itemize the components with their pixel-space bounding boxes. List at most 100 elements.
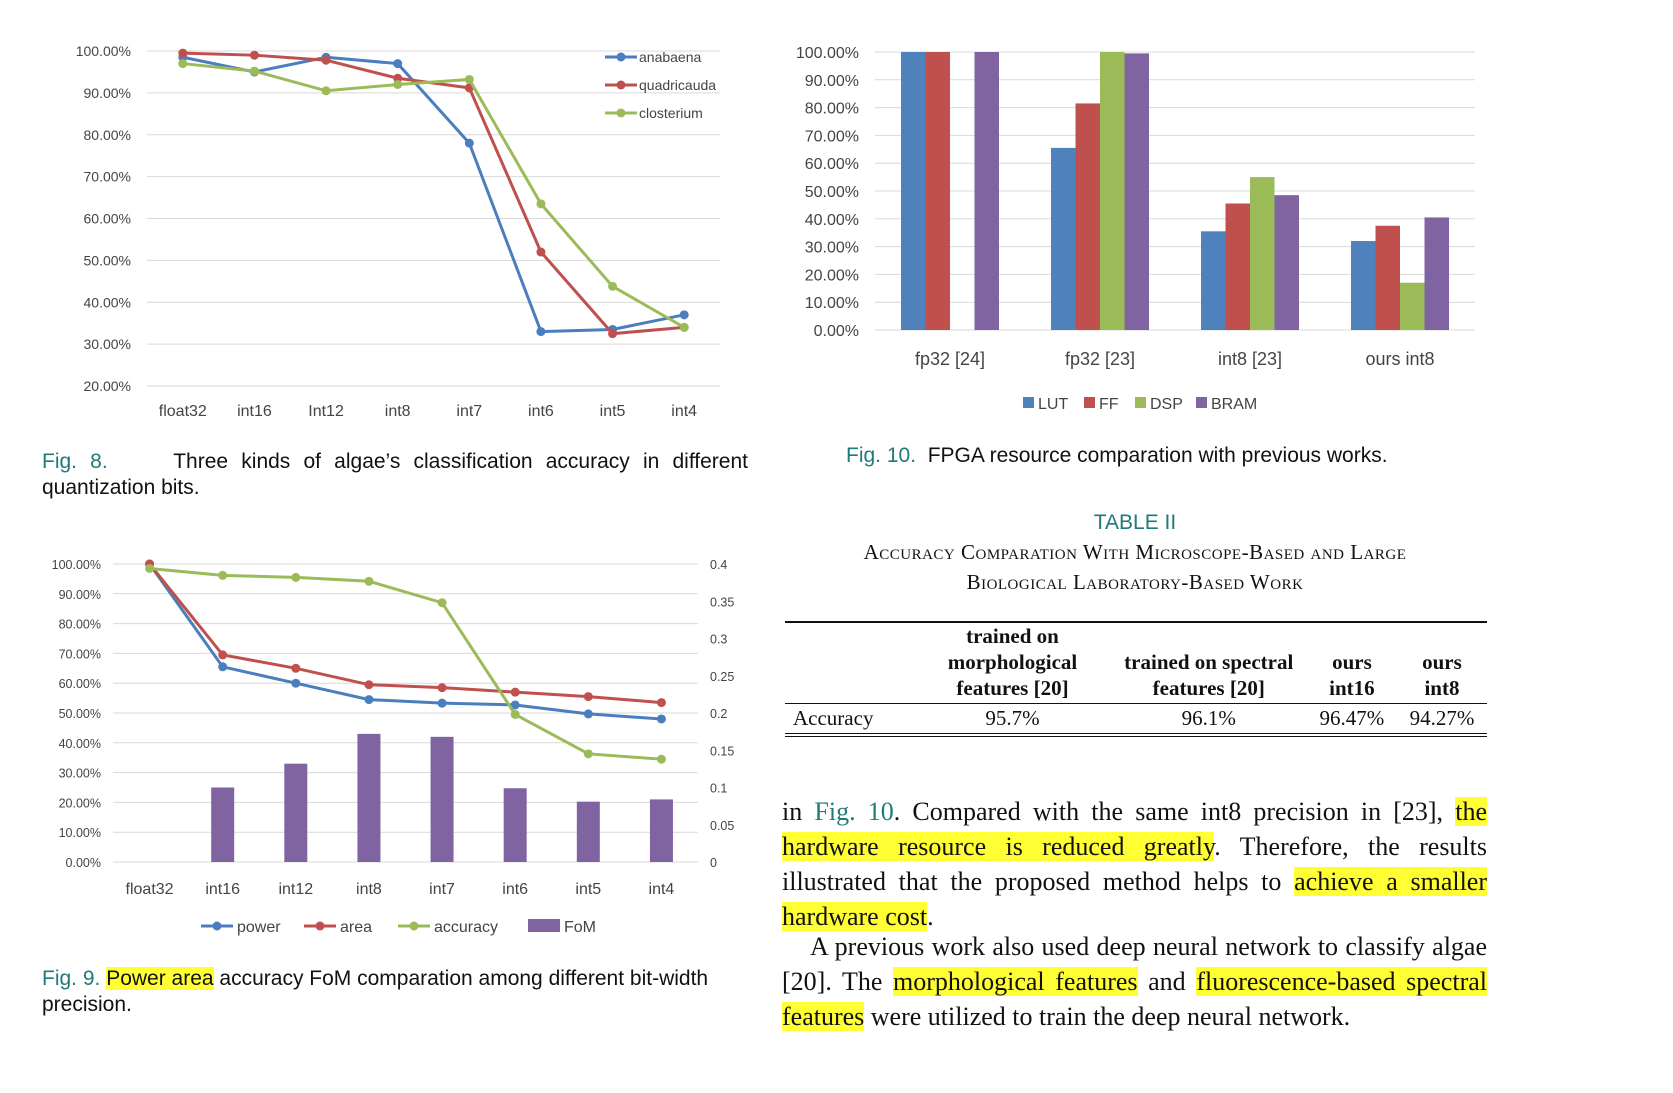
- fig9-caption-number: Fig. 9.: [42, 967, 101, 990]
- data-point-closterium: [679, 322, 689, 332]
- y-tick-label: 100.00%: [796, 45, 859, 62]
- y2-tick-label: 0: [710, 856, 717, 870]
- fig9-caption-highlight: Power area: [106, 967, 214, 990]
- table-title-line1: Accuracy Comparation With Microscope-Bas…: [863, 540, 1407, 564]
- legend-marker-quadricauda: [616, 80, 626, 90]
- data-point-quadricauda: [536, 247, 546, 257]
- x-tick-label: int6: [528, 403, 554, 420]
- x-tick-label: int8 [23]: [1218, 349, 1282, 369]
- table-cell: 94.27%: [1409, 706, 1475, 730]
- y-tick-label: 0.00%: [814, 323, 859, 340]
- y-tick-label: 10.00%: [805, 295, 859, 312]
- table-header: trained on spectral features [20]: [1124, 650, 1294, 700]
- x-tick-label: int5: [575, 881, 601, 898]
- legend-marker-power: [212, 921, 222, 931]
- x-tick-label: int4: [671, 403, 697, 420]
- x-tick-label: float32: [159, 403, 207, 420]
- x-tick-label: fp32 [24]: [915, 349, 985, 369]
- table-cell: 95.7%: [985, 706, 1040, 730]
- highlighted-text: morphological features: [893, 967, 1138, 996]
- y-tick-label: 90.00%: [805, 73, 859, 90]
- data-point-closterium: [536, 199, 546, 209]
- bar-DSP: [1250, 177, 1275, 330]
- data-point-area: [510, 687, 520, 697]
- legend-label: closterium: [639, 105, 703, 121]
- bar-BRAM: [1274, 195, 1299, 330]
- data-point-power: [656, 714, 666, 724]
- y-tick-label: 70.00%: [84, 169, 131, 185]
- data-point-closterium: [464, 74, 474, 84]
- body-text-segment: . Compared with the same int8 precision …: [893, 797, 1456, 826]
- body-text-segment: A previous work also used deep neural ne…: [782, 932, 1487, 996]
- legend-marker-area: [315, 921, 325, 931]
- legend-swatch-FoM: [528, 919, 560, 932]
- bar-FoM: [503, 788, 527, 862]
- data-point-area: [218, 650, 228, 660]
- y-tick-label: 100.00%: [76, 43, 131, 59]
- bar-LUT: [1201, 231, 1226, 330]
- data-point-closterium: [249, 66, 259, 76]
- fig10-caption-text: FPGA resource comparation with previous …: [927, 444, 1388, 467]
- legend-label: accuracy: [434, 919, 498, 936]
- fig10-caption: Fig. 10. FPGA resource comparation with …: [846, 443, 1486, 469]
- y-tick-label: 60.00%: [84, 211, 131, 227]
- y2-tick-label: 0.3: [710, 633, 727, 647]
- data-point-accuracy: [218, 570, 228, 580]
- y-tick-label: 20.00%: [805, 267, 859, 284]
- table-title-line2: Biological Laboratory-Based Work: [966, 570, 1304, 594]
- body-text-segment: . Therefore, the results illustrated tha…: [782, 832, 1488, 896]
- table-cell: Accuracy: [793, 706, 874, 730]
- y-tick-label: 30.00%: [84, 336, 131, 352]
- series-line-anabaena: [182, 55, 685, 334]
- fig9-caption-text: accuracy FoM comparation among different…: [42, 967, 709, 1016]
- x-tick-label: int16: [205, 881, 240, 898]
- data-point-power: [510, 700, 520, 710]
- series-line-area: [148, 563, 662, 705]
- legend-label: anabaena: [639, 49, 702, 65]
- y-tick-label: 80.00%: [805, 101, 859, 118]
- data-point-accuracy: [145, 563, 155, 573]
- data-point-area: [437, 683, 447, 693]
- legend-label: FF: [1099, 396, 1119, 413]
- table-title: Accuracy Comparation With Microscope-Bas…: [785, 537, 1485, 597]
- data-point-power: [437, 698, 447, 708]
- x-tick-label: int6: [502, 881, 528, 898]
- data-point-quadricauda: [321, 55, 331, 65]
- bar-FoM: [284, 763, 308, 862]
- table-row: Accuracy 95.7% 96.1% 96.47% 94.27%: [785, 703, 1487, 733]
- legend-label: LUT: [1038, 396, 1068, 413]
- y2-tick-label: 0.1: [710, 782, 727, 796]
- bar-FF: [1075, 103, 1100, 331]
- bar-BRAM: [974, 52, 999, 330]
- x-tick-label: ours int8: [1365, 349, 1434, 369]
- data-point-anabaena: [536, 327, 546, 337]
- table-header-row: trained on morphological features [20] t…: [785, 623, 1487, 704]
- data-point-accuracy: [437, 598, 447, 608]
- table-label: TABLE II: [1093, 511, 1177, 534]
- y-tick-label: 40.00%: [805, 212, 859, 229]
- table-cell: 96.47%: [1319, 706, 1385, 730]
- y-tick-label: 10.00%: [59, 826, 101, 840]
- y-tick-label: 50.00%: [805, 184, 859, 201]
- bar-DSP: [1400, 282, 1425, 330]
- x-tick-label: int7: [429, 881, 455, 898]
- data-point-area: [364, 680, 374, 690]
- legend-label: power: [237, 919, 281, 936]
- bar-DSP: [1100, 52, 1125, 330]
- body-text-segment: .: [927, 902, 934, 931]
- fig10-reference-link[interactable]: Fig. 10: [814, 797, 894, 826]
- data-point-anabaena: [679, 310, 689, 320]
- y2-tick-label: 0.05: [710, 819, 734, 833]
- y2-tick-label: 0.15: [710, 744, 734, 758]
- bar-FF: [1375, 225, 1400, 330]
- body-text-segment: and: [1137, 967, 1197, 996]
- fig8-caption-number: Fig. 8.: [42, 450, 108, 473]
- data-point-area: [583, 692, 593, 702]
- data-point-anabaena: [393, 59, 403, 69]
- legend-swatch-LUT: [1023, 397, 1034, 408]
- body-paragraph-1: in Fig. 10. Compared with the same int8 …: [782, 794, 1487, 934]
- fig8-chart: 100.00% 90.00% 80.00% 70.00% 60.00% 50.00% 40.…: [76, 43, 720, 420]
- legend-label: area: [340, 919, 372, 936]
- legend-swatch-DSP: [1135, 397, 1146, 408]
- y-tick-label: 100.00%: [52, 558, 101, 572]
